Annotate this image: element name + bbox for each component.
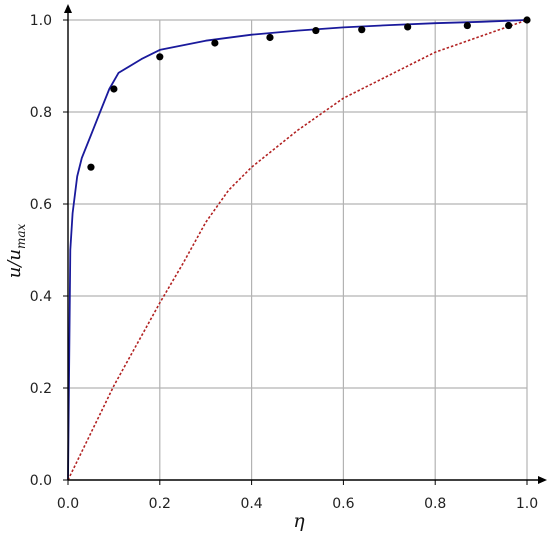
y-tick-label: 0.8 [30, 105, 52, 121]
y-tick-label: 1.0 [30, 13, 52, 29]
y-axis-label-subscript: max [14, 223, 28, 249]
x-axis-label: η [293, 510, 305, 532]
x-tick-label: 0.2 [149, 496, 171, 512]
dotted-curve [67, 19, 528, 481]
y-axis-label: u/umax [4, 223, 28, 278]
grid [68, 19, 528, 480]
x-tick-label: 0.6 [332, 496, 354, 512]
data-point [156, 53, 164, 61]
solid-curve [67, 19, 528, 481]
data-point [266, 33, 274, 42]
x-tick-labels: 0.0 0.2 0.4 0.6 0.8 1.0 [57, 496, 538, 512]
data-point [404, 23, 412, 31]
x-tick-label: 0.8 [424, 496, 446, 512]
x-axis-arrow [538, 476, 547, 484]
x-tick-label: 0.0 [57, 496, 79, 512]
y-axis-label-base: u/u [4, 249, 25, 278]
data-point [358, 26, 366, 34]
y-tick-label: 0.2 [30, 381, 52, 397]
axes [63, 4, 547, 485]
x-tick-label: 1.0 [516, 496, 538, 512]
data-point [505, 21, 513, 30]
y-axis-arrow [64, 4, 72, 13]
y-tick-labels: 0.0 0.2 0.4 0.6 0.8 1.0 [30, 13, 52, 489]
y-tick-label: 0.6 [30, 197, 52, 213]
data-point [523, 16, 531, 24]
y-tick-label: 0.4 [30, 289, 52, 305]
y-tick-label: 0.0 [30, 473, 52, 489]
data-point [211, 39, 219, 47]
data-point [312, 26, 320, 35]
data-point [463, 21, 471, 30]
x-tick-label: 0.4 [240, 496, 262, 512]
data-point [110, 85, 118, 93]
series-layer [67, 16, 531, 481]
data-point [87, 163, 95, 171]
